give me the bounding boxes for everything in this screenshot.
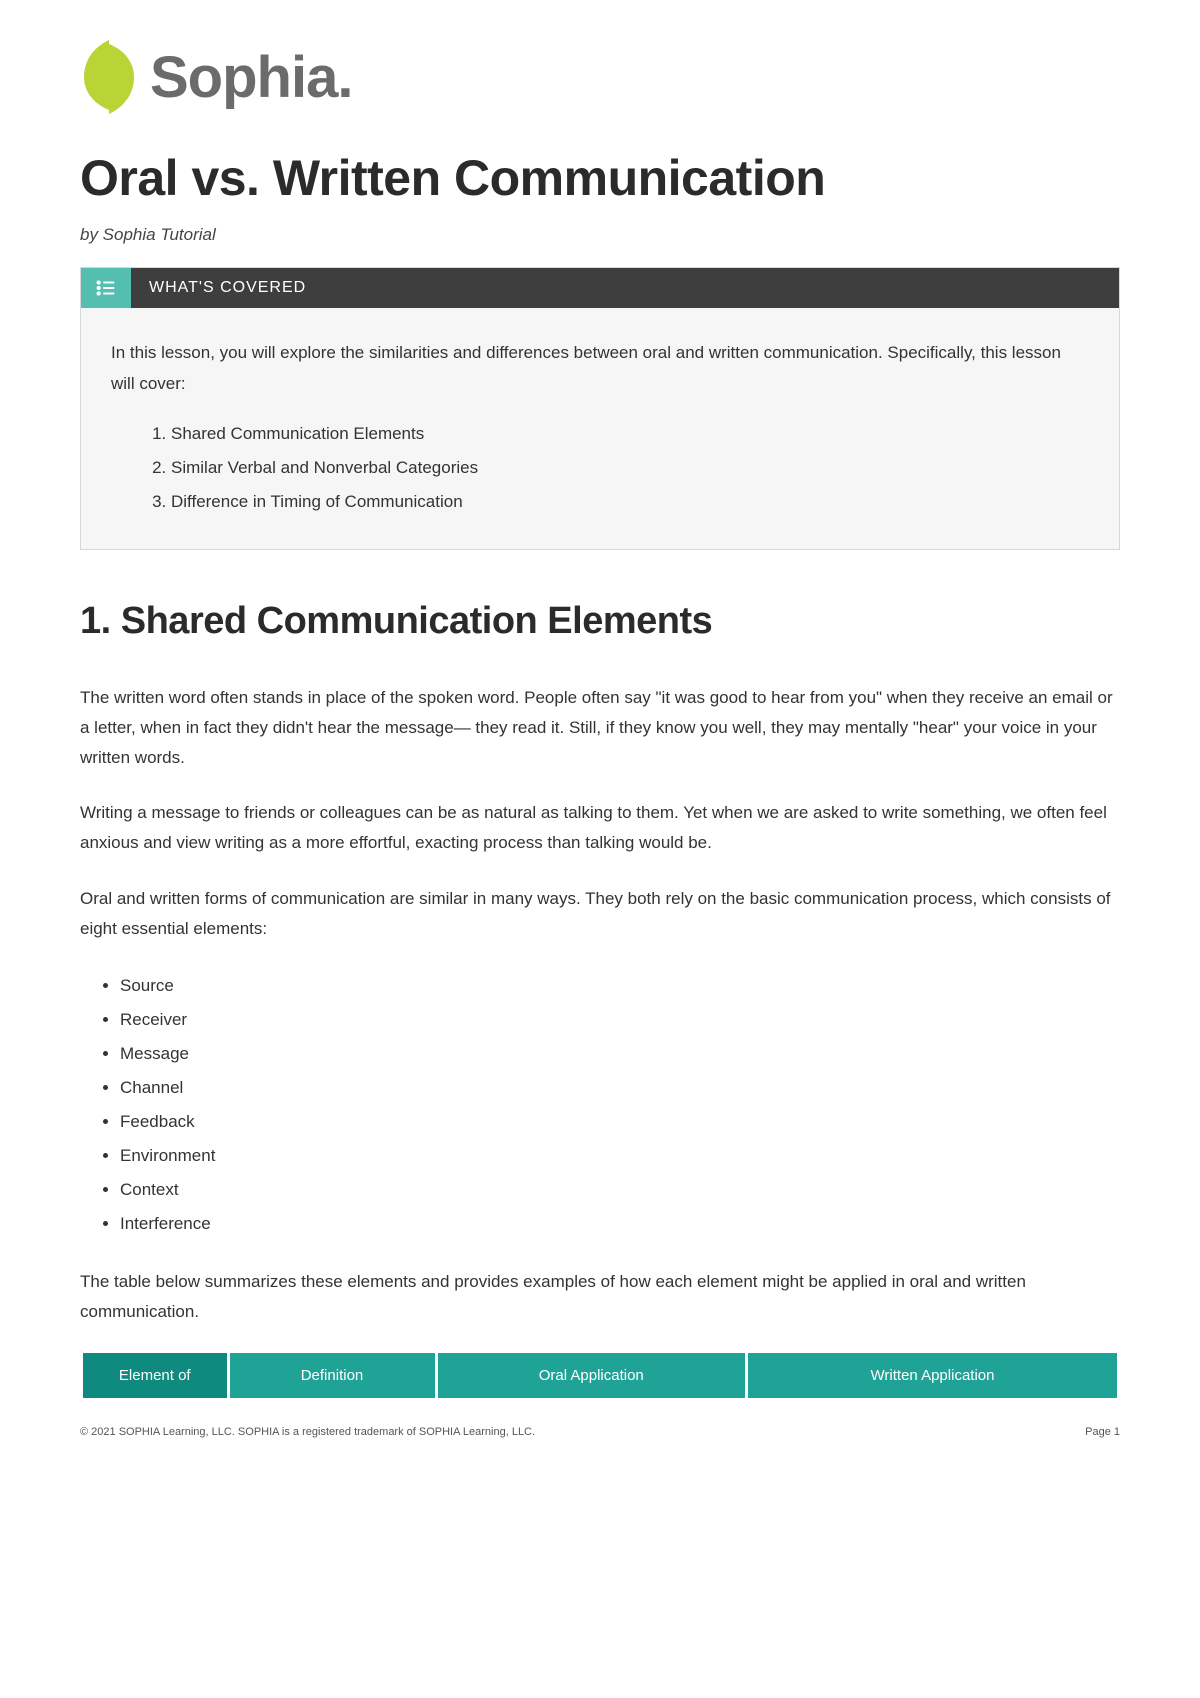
body-paragraph: Writing a message to friends or colleagu… <box>80 798 1120 858</box>
body-paragraph: Oral and written forms of communication … <box>80 884 1120 944</box>
list-item: Context <box>120 1173 1120 1207</box>
whats-covered-header: WHAT'S COVERED <box>81 268 1119 308</box>
list-item: Environment <box>120 1139 1120 1173</box>
footer-page: Page 1 <box>1085 1426 1120 1438</box>
brand-dot: . <box>337 44 353 111</box>
list-item: Channel <box>120 1071 1120 1105</box>
section-heading: 1. Shared Communication Elements <box>80 600 1120 643</box>
byline: by Sophia Tutorial <box>80 225 1120 245</box>
covered-list: Shared Communication Elements Similar Ve… <box>111 417 1089 519</box>
table-header-row: Element of Definition Oral Application W… <box>83 1353 1117 1398</box>
whats-covered-box: WHAT'S COVERED In this lesson, you will … <box>80 267 1120 550</box>
footer-copyright: © 2021 SOPHIA Learning, LLC. SOPHIA is a… <box>80 1426 535 1438</box>
body-paragraph: The written word often stands in place o… <box>80 683 1120 772</box>
covered-item: Shared Communication Elements <box>171 417 1089 451</box>
elements-table: Element of Definition Oral Application W… <box>80 1353 1120 1398</box>
page-footer: © 2021 SOPHIA Learning, LLC. SOPHIA is a… <box>80 1420 1120 1438</box>
list-icon <box>81 268 131 308</box>
table-header: Element of <box>83 1353 227 1398</box>
table-header: Oral Application <box>438 1353 746 1398</box>
list-item: Interference <box>120 1207 1120 1241</box>
list-item: Feedback <box>120 1105 1120 1139</box>
covered-intro: In this lesson, you will explore the sim… <box>111 338 1089 399</box>
page-title: Oral vs. Written Communication <box>80 149 1120 207</box>
list-item: Message <box>120 1037 1120 1071</box>
table-header: Written Application <box>748 1353 1117 1398</box>
list-item: Source <box>120 969 1120 1003</box>
body-paragraph: The table below summarizes these element… <box>80 1267 1120 1327</box>
elements-list: Source Receiver Message Channel Feedback… <box>80 969 1120 1241</box>
whats-covered-label: WHAT'S COVERED <box>131 268 306 308</box>
table-header: Definition <box>230 1353 435 1398</box>
list-item: Receiver <box>120 1003 1120 1037</box>
whats-covered-body: In this lesson, you will explore the sim… <box>81 308 1119 549</box>
brand-logo: Sophia . <box>80 40 1120 114</box>
brand-name: Sophia <box>150 44 337 111</box>
logo-mark-icon <box>80 40 138 114</box>
covered-item: Difference in Timing of Communication <box>171 485 1089 519</box>
covered-item: Similar Verbal and Nonverbal Categories <box>171 451 1089 485</box>
